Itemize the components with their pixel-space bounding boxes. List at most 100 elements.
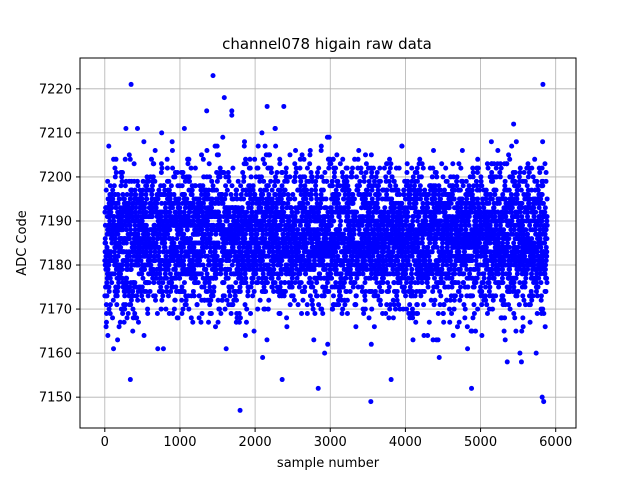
data-point <box>199 152 205 158</box>
data-point <box>207 262 213 268</box>
data-point <box>130 306 136 312</box>
data-point <box>111 183 117 189</box>
data-point <box>218 271 224 277</box>
data-point <box>285 192 291 198</box>
data-point <box>459 196 465 202</box>
data-point <box>174 249 180 255</box>
data-point <box>431 302 437 308</box>
data-point <box>294 275 300 281</box>
data-point <box>244 209 250 215</box>
data-point <box>344 174 350 180</box>
data-point <box>111 218 117 224</box>
data-point <box>369 288 375 294</box>
data-point <box>416 258 422 264</box>
data-point <box>119 275 125 281</box>
data-point <box>197 258 203 264</box>
data-point <box>330 183 336 189</box>
data-point <box>338 275 344 281</box>
data-point <box>458 293 464 299</box>
data-point <box>436 192 442 198</box>
data-point <box>348 275 354 281</box>
data-point <box>200 183 206 189</box>
data-point <box>457 266 463 272</box>
data-point <box>171 306 177 312</box>
data-point <box>298 280 304 286</box>
data-point <box>456 319 462 325</box>
data-point <box>448 231 454 237</box>
data-point <box>410 174 416 180</box>
data-point <box>266 253 272 259</box>
data-point <box>262 143 268 149</box>
data-point <box>154 310 160 316</box>
data-point <box>120 192 126 198</box>
data-point <box>158 170 164 176</box>
data-point <box>122 306 128 312</box>
data-point <box>384 192 390 198</box>
data-point <box>147 288 153 294</box>
data-point <box>325 214 331 220</box>
data-point <box>281 293 287 299</box>
data-point <box>150 266 156 272</box>
data-point <box>244 306 250 312</box>
data-point <box>354 209 360 215</box>
data-point <box>421 244 427 250</box>
data-point <box>205 288 211 294</box>
data-point <box>337 293 343 299</box>
data-point <box>238 214 244 220</box>
data-point <box>435 310 441 316</box>
data-point <box>181 125 187 131</box>
data-point <box>444 178 450 184</box>
data-point <box>112 165 118 171</box>
data-point <box>297 271 303 277</box>
data-point <box>104 280 110 286</box>
data-point <box>450 333 456 338</box>
data-point <box>355 284 361 290</box>
data-point <box>323 196 329 202</box>
data-point <box>409 165 415 171</box>
data-point <box>399 218 405 224</box>
data-point <box>128 297 134 303</box>
data-point <box>108 249 114 255</box>
data-point <box>335 200 341 206</box>
data-point <box>316 209 322 215</box>
data-point <box>224 297 230 303</box>
data-point <box>169 139 175 145</box>
data-point <box>284 324 290 330</box>
data-point <box>278 280 284 286</box>
data-point <box>409 288 415 294</box>
data-point <box>143 288 149 294</box>
data-point <box>389 253 395 259</box>
data-point <box>464 196 470 202</box>
data-point <box>130 288 136 294</box>
data-point <box>373 275 379 281</box>
data-point <box>470 315 476 321</box>
data-point <box>376 183 381 189</box>
data-point <box>456 244 462 250</box>
data-point <box>233 280 239 286</box>
data-point <box>258 262 264 268</box>
data-point <box>316 165 322 171</box>
data-point <box>319 306 325 312</box>
data-point <box>463 222 469 228</box>
data-point <box>211 288 217 294</box>
data-point <box>270 262 276 268</box>
data-point <box>439 161 445 167</box>
data-point <box>246 200 252 206</box>
data-point <box>207 302 213 308</box>
data-point <box>152 293 158 299</box>
data-point <box>413 200 419 206</box>
data-point <box>267 152 273 158</box>
data-point <box>315 236 321 242</box>
data-point <box>200 240 206 246</box>
data-point <box>308 218 314 224</box>
data-point <box>236 310 242 316</box>
data-point <box>106 306 112 312</box>
data-point <box>336 214 342 220</box>
data-point <box>460 183 466 189</box>
data-point <box>377 297 383 303</box>
data-point <box>307 275 313 281</box>
data-point <box>407 262 413 268</box>
data-point <box>267 214 273 220</box>
data-point <box>430 227 436 233</box>
data-point <box>461 280 466 286</box>
